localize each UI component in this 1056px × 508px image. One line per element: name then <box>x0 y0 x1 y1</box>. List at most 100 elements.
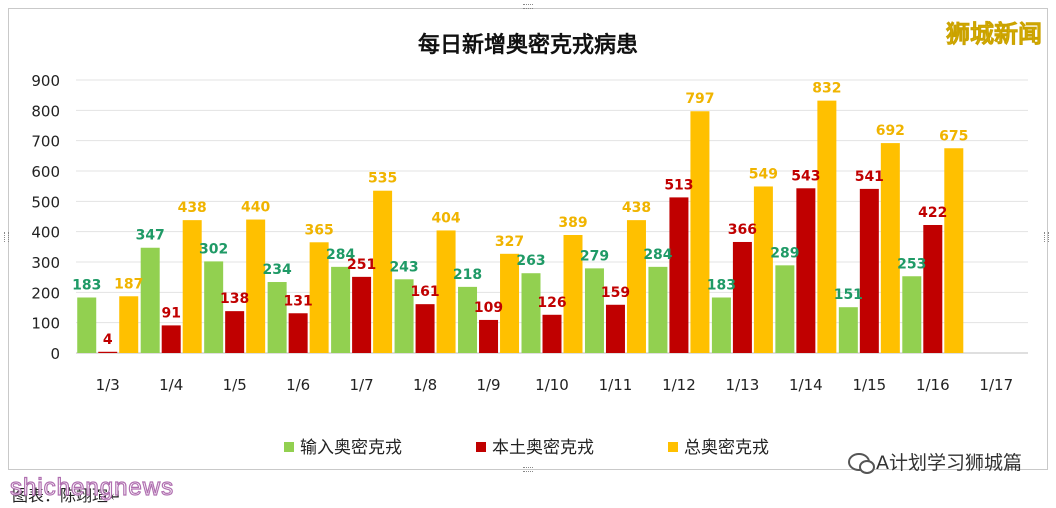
bar <box>161 325 181 353</box>
chart-title: 每日新增奥密克戎病患 <box>418 32 638 58</box>
legend: 输入奥密克戎 本土奥密克戎 总奥密克戎 <box>284 438 769 458</box>
bar <box>648 266 668 353</box>
bar <box>584 268 604 353</box>
bar <box>500 253 520 353</box>
data-label: 440 <box>241 200 270 216</box>
bar <box>98 351 118 353</box>
y-tick-label: 800 <box>31 102 60 120</box>
y-tick-label: 500 <box>31 193 60 211</box>
resize-handle-top[interactable] <box>523 4 533 9</box>
x-tick-label: 1/11 <box>599 376 633 394</box>
data-label: 543 <box>791 168 820 184</box>
brand-logo: 狮城新闻 <box>946 20 1043 49</box>
resize-handle-left[interactable] <box>4 232 9 242</box>
x-axis: 1/3 1/4 1/5 1/6 1/7 1/8 1/9 1/10 1/11 1/12 1/13 1/1… <box>96 376 1013 394</box>
bar <box>669 197 689 353</box>
bar <box>288 313 308 353</box>
bar <box>880 143 900 353</box>
x-tick-label: 1/4 <box>159 376 183 394</box>
bar <box>373 190 393 353</box>
data-label: 284 <box>643 247 672 263</box>
x-tick-label: 1/8 <box>413 376 437 394</box>
bar <box>753 186 773 353</box>
legend-label: 输入奥密克戎 <box>300 438 402 458</box>
bar <box>182 220 202 353</box>
y-tick-label: 400 <box>31 224 60 242</box>
data-label: 541 <box>855 169 884 185</box>
data-label: 438 <box>178 200 207 216</box>
bar <box>331 266 351 353</box>
resize-handle-right[interactable] <box>1044 232 1049 242</box>
bar <box>436 230 456 353</box>
data-label: 692 <box>876 123 905 139</box>
data-label: 389 <box>558 215 587 231</box>
bar <box>394 279 414 353</box>
data-label: 675 <box>939 128 968 144</box>
data-label: 159 <box>601 285 630 301</box>
x-tick-label: 1/7 <box>350 376 374 394</box>
x-tick-label: 1/5 <box>223 376 247 394</box>
x-tick-label: 1/16 <box>916 376 950 394</box>
bar <box>563 235 583 353</box>
legend-label: 本土奥密克戎 <box>492 438 594 458</box>
watermark: shichengnews <box>9 473 175 501</box>
y-tick-label: 100 <box>31 315 60 333</box>
data-label: 161 <box>410 284 439 300</box>
social-account-label: A计划学习狮城篇 <box>876 452 1022 474</box>
data-label: 251 <box>347 257 376 273</box>
data-label: 183 <box>72 277 101 293</box>
bar <box>859 188 879 353</box>
data-label: 131 <box>284 293 313 309</box>
data-label: 365 <box>305 222 334 238</box>
data-label: 218 <box>453 267 482 283</box>
y-tick-label: 700 <box>31 133 60 151</box>
y-tick-label: 600 <box>31 163 60 181</box>
data-label: 404 <box>431 210 460 226</box>
bar <box>796 188 816 353</box>
data-label: 243 <box>389 259 418 275</box>
data-label: 535 <box>368 171 397 187</box>
data-label: 183 <box>707 277 736 293</box>
data-label: 263 <box>516 253 545 269</box>
bars <box>77 100 964 353</box>
bar <box>458 286 478 353</box>
bar <box>267 282 287 353</box>
x-tick-label: 1/6 <box>286 376 310 394</box>
data-label: 234 <box>263 262 292 278</box>
data-label: 513 <box>664 177 693 193</box>
x-tick-label: 1/14 <box>789 376 823 394</box>
bar <box>542 314 562 353</box>
data-label: 549 <box>749 166 778 182</box>
bar <box>225 311 245 353</box>
bar <box>77 297 97 353</box>
bar <box>711 297 731 353</box>
bar <box>309 242 329 353</box>
x-tick-label: 1/9 <box>476 376 500 394</box>
legend-label: 总奥密克戎 <box>684 438 769 458</box>
data-label: 126 <box>537 295 566 311</box>
bar <box>923 224 943 353</box>
x-tick-label: 1/3 <box>96 376 120 394</box>
data-label: 109 <box>474 300 503 316</box>
x-tick-label: 1/10 <box>535 376 569 394</box>
social-account: A计划学习狮城篇 <box>848 448 1022 475</box>
resize-handle-bottom[interactable] <box>523 467 533 472</box>
data-label: 187 <box>114 276 143 292</box>
data-label: 366 <box>728 222 757 238</box>
x-tick-label: 1/12 <box>662 376 696 394</box>
data-label: 4 <box>103 332 113 348</box>
data-label: 302 <box>199 241 228 257</box>
x-tick-label: 1/15 <box>852 376 886 394</box>
legend-swatch <box>668 442 678 452</box>
data-label: 797 <box>685 91 714 107</box>
bar <box>605 304 625 353</box>
bar <box>944 148 964 353</box>
bar <box>119 296 139 353</box>
data-label: 253 <box>897 256 926 272</box>
data-label: 422 <box>918 205 947 221</box>
bar <box>817 100 837 353</box>
bar <box>415 304 435 353</box>
y-tick-label: 300 <box>31 254 60 272</box>
chart-caption: 图表：陈翊瑄↵ <box>12 486 122 505</box>
